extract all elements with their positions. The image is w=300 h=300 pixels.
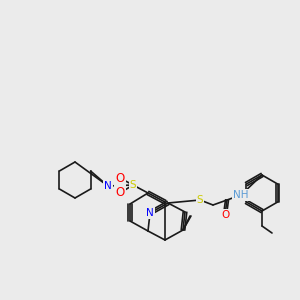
Text: N: N — [104, 181, 112, 191]
Text: NH: NH — [233, 190, 249, 200]
Text: O: O — [221, 210, 229, 220]
Text: N: N — [146, 208, 154, 218]
Text: S: S — [130, 180, 136, 190]
Text: O: O — [116, 187, 124, 200]
Text: S: S — [197, 195, 203, 205]
Text: O: O — [116, 172, 124, 184]
